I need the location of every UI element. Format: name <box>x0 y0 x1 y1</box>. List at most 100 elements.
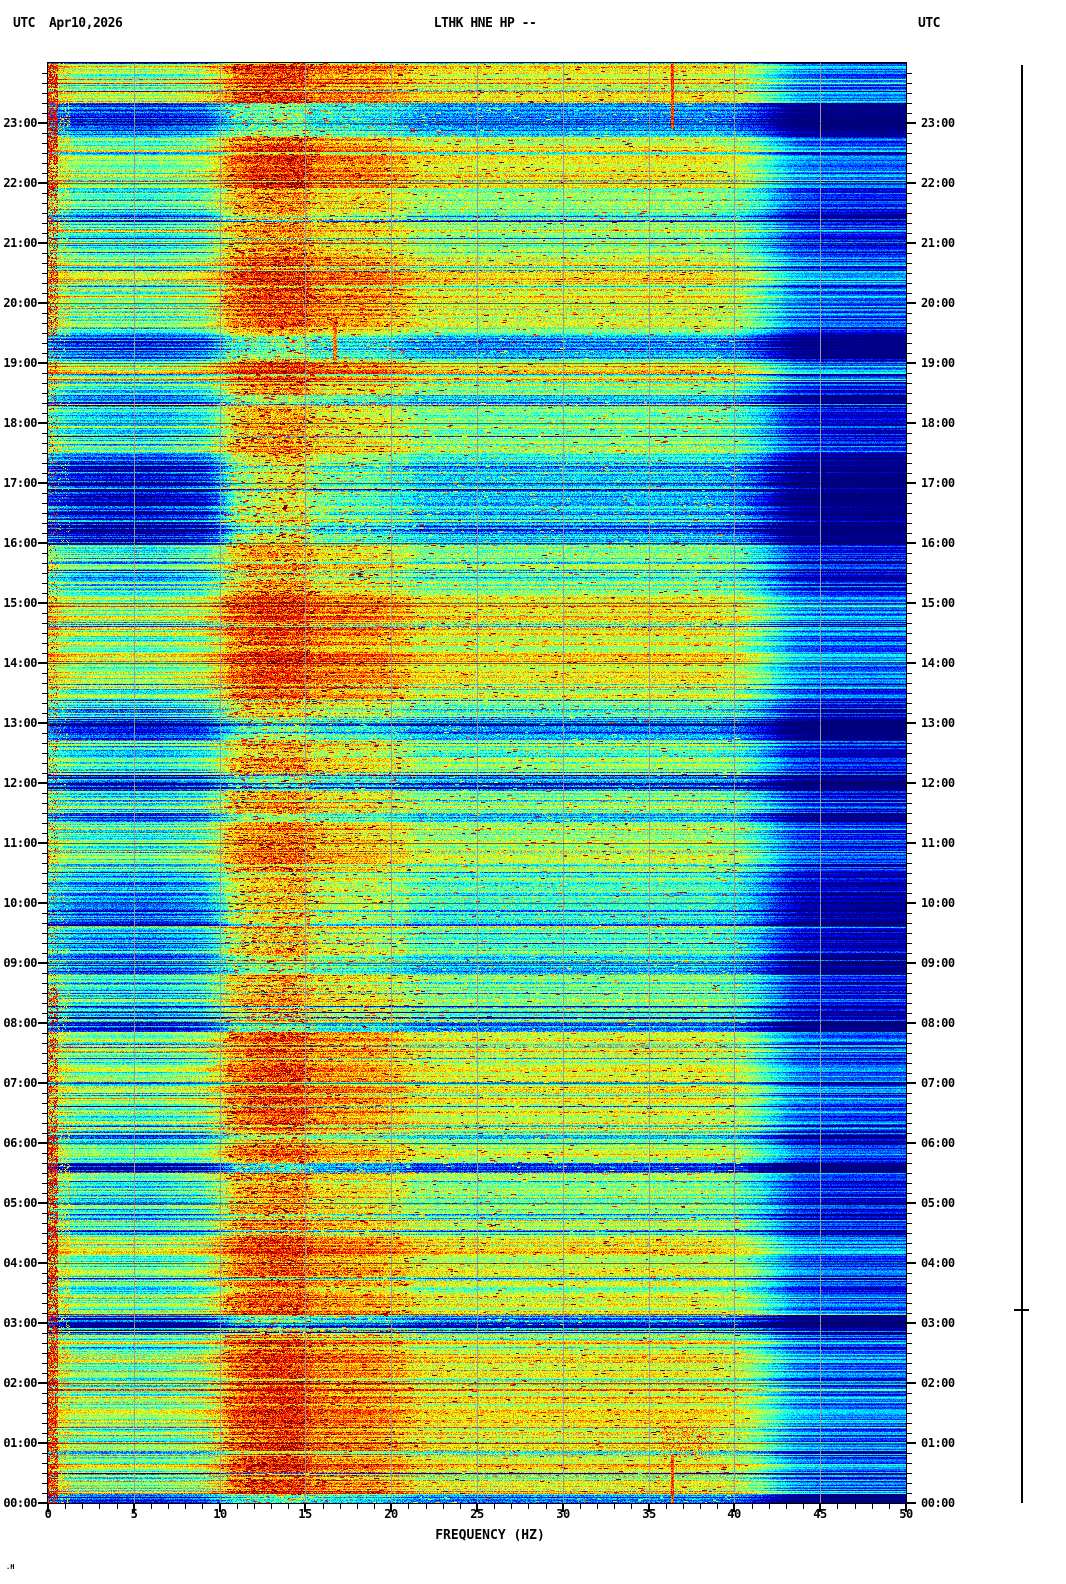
y-axis-minor-tick-left <box>42 823 48 824</box>
y-axis-minor-tick-right <box>906 973 912 974</box>
y-axis-minor-tick-left <box>42 1233 48 1234</box>
y-axis-minor-tick-left <box>42 1043 48 1044</box>
y-axis-major-tick-right <box>906 182 916 184</box>
y-axis-minor-tick-right <box>906 1123 912 1124</box>
y-axis-minor-tick-right <box>906 1033 912 1034</box>
y-axis-major-tick-right <box>906 242 916 244</box>
y-axis-minor-tick-left <box>42 113 48 114</box>
y-axis-minor-tick-right <box>906 513 912 514</box>
y-axis-minor-tick-right <box>906 1303 912 1304</box>
y-axis-minor-tick-left <box>42 523 48 524</box>
y-axis-major-tick-right <box>906 782 916 784</box>
y-axis-minor-tick-right <box>906 1333 912 1334</box>
y-axis-minor-tick-right <box>906 413 912 414</box>
y-axis-minor-tick-right <box>906 833 912 834</box>
y-axis-minor-tick-left <box>42 1163 48 1164</box>
y-axis-minor-tick-right <box>906 1343 912 1344</box>
y-axis-minor-tick-right <box>906 283 912 284</box>
y-axis-minor-tick-right <box>906 1233 912 1234</box>
y-axis-hour-label-right: 04:00 <box>921 1256 955 1270</box>
y-axis-minor-tick-right <box>906 793 912 794</box>
x-axis-minor-tick <box>837 1503 838 1509</box>
x-axis-minor-tick <box>855 1503 856 1509</box>
y-axis-minor-tick-left <box>42 133 48 134</box>
y-axis-major-tick-right <box>906 362 916 364</box>
y-axis-minor-tick-right <box>906 463 912 464</box>
y-axis-minor-tick-right <box>906 133 912 134</box>
y-axis-hour-label-left: 23:00 <box>3 116 37 130</box>
y-axis-minor-tick-right <box>906 853 912 854</box>
y-axis-minor-tick-right <box>906 153 912 154</box>
y-axis-minor-tick-right <box>906 1393 912 1394</box>
y-axis-minor-tick-right <box>906 83 912 84</box>
x-axis-minor-tick <box>683 1503 684 1509</box>
y-axis-minor-tick-left <box>42 1153 48 1154</box>
y-axis-hour-label-right: 13:00 <box>921 716 955 730</box>
y-axis-major-tick-right <box>906 1502 916 1504</box>
y-axis-major-tick-left <box>38 1382 48 1384</box>
y-axis-minor-tick-left <box>42 93 48 94</box>
y-axis-minor-tick-right <box>906 1073 912 1074</box>
y-axis-major-tick-left <box>38 182 48 184</box>
y-axis-minor-tick-left <box>42 1053 48 1054</box>
y-axis-minor-tick-right <box>906 743 912 744</box>
y-axis-major-tick-right <box>906 902 916 904</box>
y-axis-minor-tick-right <box>906 893 912 894</box>
x-axis-minor-tick <box>117 1503 118 1509</box>
y-axis-minor-tick-right <box>906 493 912 494</box>
y-axis-minor-tick-left <box>42 883 48 884</box>
y-axis-minor-tick-left <box>42 1423 48 1424</box>
y-axis-major-tick-left <box>38 722 48 724</box>
y-axis-minor-tick-right <box>906 943 912 944</box>
y-axis-minor-tick-left <box>42 333 48 334</box>
y-axis-minor-tick-left <box>42 733 48 734</box>
y-axis-hour-label-left: 05:00 <box>3 1196 37 1210</box>
x-axis-minor-tick <box>631 1503 632 1509</box>
y-axis-hour-label-left: 04:00 <box>3 1256 37 1270</box>
y-axis-minor-tick-left <box>42 353 48 354</box>
x-axis-major-tick <box>133 1503 135 1512</box>
y-axis-hour-label-right: 10:00 <box>921 896 955 910</box>
x-axis-tick-label: 40 <box>727 1507 741 1521</box>
x-axis-major-tick <box>390 1503 392 1512</box>
y-axis-major-tick-right <box>906 1142 916 1144</box>
y-axis-minor-tick-left <box>42 413 48 414</box>
y-axis-minor-tick-right <box>906 633 912 634</box>
y-axis-minor-tick-right <box>906 713 912 714</box>
y-axis-minor-tick-right <box>906 1063 912 1064</box>
y-axis-minor-tick-left <box>42 813 48 814</box>
corner-watermark: .H <box>6 1563 15 1571</box>
y-axis-major-tick-left <box>38 842 48 844</box>
y-axis-minor-tick-left <box>42 1463 48 1464</box>
y-axis-minor-tick-left <box>42 713 48 714</box>
y-axis-hour-label-left: 16:00 <box>3 536 37 550</box>
y-axis-minor-tick-left <box>42 1093 48 1094</box>
y-axis-hour-label-left: 14:00 <box>3 656 37 670</box>
y-axis-minor-tick-left <box>42 973 48 974</box>
y-axis-major-tick-right <box>906 842 916 844</box>
x-axis-major-tick <box>219 1503 221 1512</box>
y-axis-minor-tick-left <box>42 1433 48 1434</box>
y-axis-major-tick-left <box>38 542 48 544</box>
y-axis-minor-tick-right <box>906 1353 912 1354</box>
y-axis-minor-tick-left <box>42 913 48 914</box>
y-axis-minor-tick-right <box>906 863 912 864</box>
y-axis-major-tick-right <box>906 422 916 424</box>
y-axis-minor-tick-right <box>906 1053 912 1054</box>
y-axis-minor-tick-right <box>906 523 912 524</box>
y-axis-minor-tick-left <box>42 953 48 954</box>
x-axis-minor-tick <box>769 1503 770 1509</box>
y-axis-minor-tick-right <box>906 1293 912 1294</box>
x-axis-tick-label: 45 <box>813 1507 827 1521</box>
y-axis-minor-tick-right <box>906 293 912 294</box>
y-axis-minor-tick-right <box>906 1273 912 1274</box>
y-axis-major-tick-right <box>906 1022 916 1024</box>
y-axis-minor-tick-left <box>42 943 48 944</box>
y-axis-minor-tick-left <box>42 983 48 984</box>
y-axis-minor-tick-left <box>42 653 48 654</box>
y-axis-minor-tick-right <box>906 933 912 934</box>
y-axis-major-tick-right <box>906 962 916 964</box>
y-axis-minor-tick-right <box>906 563 912 564</box>
y-axis-minor-tick-left <box>42 1393 48 1394</box>
y-axis-major-tick-right <box>906 1082 916 1084</box>
